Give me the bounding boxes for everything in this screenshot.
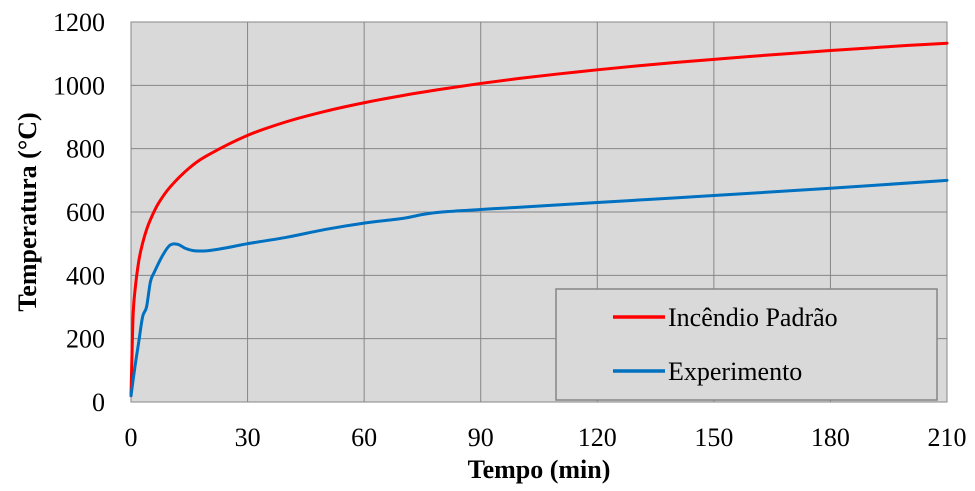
y-tick-label: 600: [66, 198, 105, 227]
x-tick-label: 60: [351, 423, 377, 452]
legend-label-incendio-padrao: Incêndio Padrão: [668, 303, 838, 332]
series-layer: [129, 41, 949, 398]
y-tick-label: 0: [92, 388, 105, 417]
legend-label-experimento: Experimento: [668, 357, 802, 386]
x-axis-title: Tempo (min): [468, 455, 611, 484]
y-tick-label: 1200: [53, 8, 105, 37]
y-tick-labels: 0 200 400 600 800 1000 1200: [53, 8, 105, 417]
series-line-experimento: [129, 178, 949, 398]
x-tick-label: 150: [694, 423, 733, 452]
legend-box: [555, 288, 938, 401]
legend: Incêndio Padrão Experimento: [555, 288, 938, 401]
y-tick-label: 200: [66, 325, 105, 354]
x-tick-label: 120: [578, 423, 617, 452]
y-tick-label: 800: [66, 135, 105, 164]
y-axis-title: Temperatura (°C): [13, 112, 42, 311]
y-tick-label: 400: [66, 261, 105, 290]
x-tick-label: 0: [125, 423, 138, 452]
x-tick-label: 180: [811, 423, 850, 452]
y-tick-label: 1000: [53, 71, 105, 100]
series-line-incendio-padrao: [129, 41, 949, 398]
x-tick-label: 30: [235, 423, 261, 452]
x-tick-label: 90: [468, 423, 494, 452]
plot-border: [130, 21, 948, 403]
x-tick-labels: 0 30 60 90 120 150 180 210: [125, 423, 967, 452]
x-tick-label: 210: [928, 423, 967, 452]
